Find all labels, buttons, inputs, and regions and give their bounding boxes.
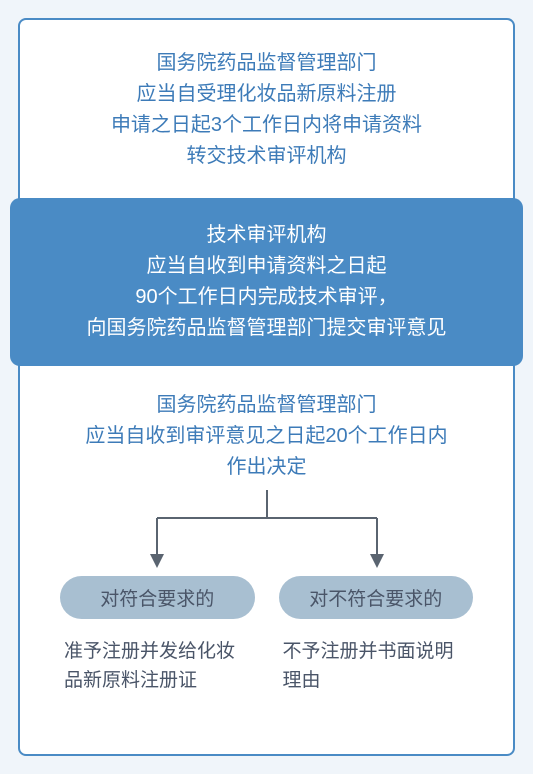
step1-line: 国务院药品监督管理部门: [50, 48, 483, 79]
step2-line: 应当自收到申请资料之日起: [26, 251, 507, 282]
branch-compliant-text: 准予注册并发给化妆品新原料注册证: [60, 637, 255, 696]
pill-noncompliant: 对不符合要求的: [279, 576, 474, 619]
step2-box: 技术审评机构 应当自收到申请资料之日起 90个工作日内完成技术审评， 向国务院药…: [10, 198, 523, 366]
step3-line: 国务院药品监督管理部门: [50, 390, 483, 421]
step2-line: 向国务院药品监督管理部门提交审评意见: [26, 313, 507, 344]
pill-compliant: 对符合要求的: [60, 576, 255, 619]
outer-container: 国务院药品监督管理部门 应当自受理化妆品新原料注册 申请之日起3个工作日内将申请…: [18, 18, 515, 756]
branch-noncompliant-text: 不予注册并书面说明理由: [279, 637, 474, 696]
step1-line: 转交技术审评机构: [50, 141, 483, 172]
step3-text: 国务院药品监督管理部门 应当自收到审评意见之日起20个工作日内 作出决定: [20, 390, 513, 483]
step1-line: 应当自受理化妆品新原料注册: [50, 79, 483, 110]
step2-line: 90个工作日内完成技术审评，: [26, 282, 507, 313]
step3-line: 应当自收到审评意见之日起20个工作日内: [50, 421, 483, 452]
step1-text: 国务院药品监督管理部门 应当自受理化妆品新原料注册 申请之日起3个工作日内将申请…: [20, 48, 513, 172]
branches-row: 对符合要求的 准予注册并发给化妆品新原料注册证 对不符合要求的 不予注册并书面说…: [20, 576, 513, 696]
branch-compliant: 对符合要求的 准予注册并发给化妆品新原料注册证: [60, 576, 255, 696]
step1-line: 申请之日起3个工作日内将申请资料: [50, 110, 483, 141]
step3-line: 作出决定: [50, 452, 483, 483]
step2-line: 技术审评机构: [26, 220, 507, 251]
branch-connector: [20, 490, 513, 580]
branch-noncompliant: 对不符合要求的 不予注册并书面说明理由: [279, 576, 474, 696]
